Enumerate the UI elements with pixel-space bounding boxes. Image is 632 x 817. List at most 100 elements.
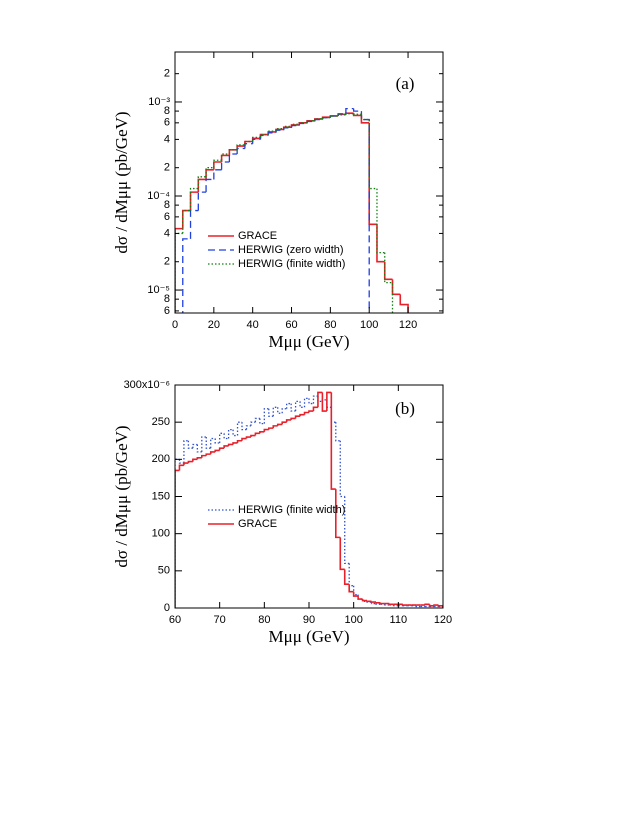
histogram-step [376,224,385,263]
histogram-step [223,445,229,449]
histogram-step [228,153,238,162]
x-tick-label: 80 [258,614,270,626]
histogram-step [267,130,276,135]
histogram-step [197,178,207,193]
histogram-step [214,449,220,452]
histogram-step [252,136,261,142]
histogram-step [321,117,331,119]
y-tick-label: 2 [164,162,170,174]
histogram-step [213,169,222,180]
panel-annotation: (b) [395,399,415,418]
y-tick-label: 250 [152,416,170,428]
histogram-step [290,403,296,412]
histogram-step [267,132,276,136]
histogram-step [335,489,341,539]
histogram-step [209,451,216,455]
x-axis-label: Mμμ (GeV) [268,332,349,351]
histogram-step [227,428,234,439]
histogram-step [201,454,207,458]
histogram-step [220,153,230,161]
histogram-step [175,227,183,313]
histogram-step [218,447,225,451]
histogram-step [330,392,336,490]
histogram-step [343,569,350,586]
y-tick-label: 6 [164,305,170,317]
histogram-step [205,178,214,193]
histogram-step [227,443,234,446]
histogram-step [259,431,265,434]
histogram-step [317,391,323,408]
x-tick-label: 70 [214,614,226,626]
histogram-step [379,602,385,605]
histogram-step [181,209,191,229]
y-tick-label: 8 [164,105,170,117]
histogram-step [353,113,362,115]
y-tick-label: 2 [164,256,170,268]
histogram-step [213,161,222,170]
y-tick-label: 10⁻³ [148,96,170,108]
histogram-step [348,563,354,587]
histogram-step [220,154,230,162]
histogram-step [254,417,260,423]
histogram-step [275,128,284,132]
histogram-step [232,429,238,437]
legend-label: HERWIG (zero width) [238,244,344,256]
histogram-step [285,419,292,423]
x-tick-label: 80 [324,319,336,331]
x-tick-label: 40 [247,319,259,331]
histogram-step [241,422,247,431]
histogram-step [272,406,278,417]
legend-label: HERWIG (finite width) [238,258,345,270]
histogram-step [182,209,191,234]
histogram-step [357,596,363,600]
histogram-step [183,440,189,464]
series-group [175,391,443,608]
y-tick-label: 8 [164,199,170,211]
histogram-step [236,144,245,150]
histogram-step [175,232,183,313]
histogram-step [424,603,430,606]
histogram-step [321,392,327,412]
histogram-step [348,584,354,593]
plot-frame [174,51,444,314]
x-axis-label: Mμμ (GeV) [268,627,349,646]
x-tick-label: 90 [303,614,315,626]
histogram-step [428,604,435,607]
y-tick-label: 10⁻⁴ [147,190,170,202]
legend-label: GRACE [238,518,277,530]
histogram-step [205,437,211,449]
histogram-step [366,600,372,603]
histogram-step [314,118,323,121]
histogram-step [219,432,225,443]
histogram-step [281,421,287,425]
histogram-step [376,188,385,254]
histogram-step [268,408,274,417]
y-axis-label: dσ / dMμμ (pb/GeV) [112,111,131,253]
panel-annotation: (a) [396,74,415,93]
histogram-step [245,425,251,430]
histogram-step [254,432,260,436]
x-tick-label: 0 [172,319,178,331]
histogram-step [433,604,439,606]
histogram-step [368,122,377,226]
histogram-step [244,140,253,145]
y-tick-label: 0 [164,602,170,614]
histogram-step [361,599,368,602]
y-tick-label: 100 [152,528,170,540]
histogram-step [205,167,214,177]
y-tick-label: 50 [158,565,170,577]
histogram-step [210,437,216,449]
y-axis-label: dσ / dMμμ (pb/GeV) [112,425,131,567]
histogram-step [263,428,269,432]
histogram-step [353,108,362,112]
series-group [175,107,409,313]
histogram-step [283,125,292,129]
histogram-step [192,458,198,462]
histogram-step [178,464,184,471]
histogram-step [345,107,354,114]
y-tick-label: 6 [164,211,170,223]
x-tick-label: 100 [360,319,378,331]
histogram-step [276,423,283,426]
x-tick-label: 120 [434,614,452,626]
